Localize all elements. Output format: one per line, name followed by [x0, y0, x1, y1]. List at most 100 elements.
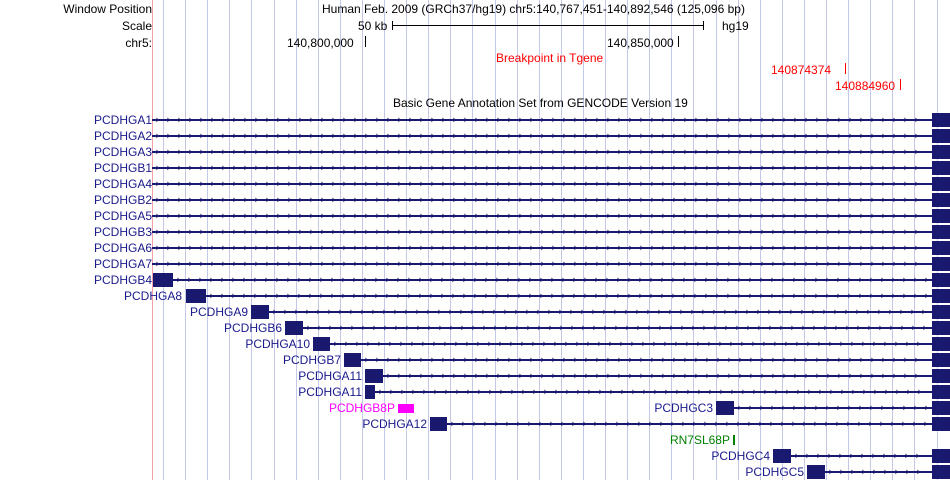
gene-terminal-exon[interactable] — [932, 465, 950, 479]
scale-bar-line — [392, 25, 704, 26]
gene-row[interactable] — [733, 433, 950, 448]
gene-row[interactable]: › › › › › › › › › › › › › › › › › › › › › › › › › › › › › › › › › › › › › › › ›… — [152, 193, 950, 208]
gene-intron-line — [152, 167, 932, 169]
gene-terminal-exon[interactable] — [932, 385, 950, 399]
gridline — [937, 0, 938, 480]
gene-terminal-exon[interactable] — [932, 113, 950, 127]
gene-label[interactable]: PCDHGB2 — [93, 193, 152, 207]
gene-row[interactable]: › › › › › › › › › › › › › › › › › › › › › › › › › › › › › › › › › › › › › › › ›… — [365, 385, 950, 400]
gene-first-exon[interactable] — [398, 404, 414, 413]
gene-label[interactable]: PCDHGB1 — [93, 161, 152, 175]
gene-first-exon[interactable] — [716, 401, 734, 415]
gridline — [738, 0, 739, 480]
gene-label[interactable]: PCDHGA6 — [93, 241, 152, 255]
gene-row[interactable]: › › › › › › › › › › › › › › › › › › › › › › › › › › › › › › › › › › › › › › › ›… — [153, 273, 950, 288]
gene-row[interactable]: › › › › › › › › › › › › › › › › › › › › › › › › › › › › › › › › › › › › › › › ›… — [365, 369, 950, 384]
gene-label[interactable]: PCDHGC3 — [654, 401, 713, 415]
gene-row[interactable]: › › › › › › › › › › › › — [773, 449, 950, 464]
gene-label[interactable]: PCDHGB3 — [93, 225, 152, 239]
gene-terminal-exon[interactable] — [932, 209, 950, 223]
gene-row[interactable]: › › › › › › › › › › › › › › › › › › › › › › › › › › › › › › › › › › › › › › › ›… — [344, 353, 950, 368]
gene-terminal-exon[interactable] — [932, 417, 950, 431]
gene-first-exon[interactable] — [285, 321, 303, 335]
gene-terminal-exon[interactable] — [932, 401, 950, 415]
gene-label[interactable]: PCDHGB7 — [282, 353, 341, 367]
gene-row[interactable] — [398, 401, 950, 416]
scale-bar — [392, 21, 704, 30]
gene-row[interactable]: › › › › › › › › › › › › › › › › › › › › › › › › › › › › › › › › › › › › › › › ›… — [152, 257, 950, 272]
gene-intron-line — [206, 295, 932, 297]
gene-strand-arrows: › › › › › › › › › › › › › › › › › › › › › › › › › › › › › › › › › › › › › › › ›… — [306, 321, 927, 334]
ncrna-tick[interactable] — [733, 435, 735, 445]
gene-first-exon[interactable] — [153, 273, 173, 287]
gene-row[interactable]: › › › › › › › › › › › › › › › › › › › › › › › › › › › › › › › › › › › › › › › ›… — [152, 129, 950, 144]
gene-strand-arrows: › › › › › › › › › › › › › › › › › › › › › › › › › › › › › › › › › › › › › › › ›… — [272, 305, 926, 318]
gene-terminal-exon[interactable] — [932, 225, 950, 239]
gene-first-exon[interactable] — [344, 353, 361, 367]
gene-first-exon[interactable] — [365, 385, 375, 399]
gene-first-exon[interactable] — [773, 449, 791, 463]
gene-label[interactable]: PCDHGA7 — [93, 257, 152, 271]
gene-row[interactable]: › › › › › › › › › — [807, 465, 950, 480]
gene-label[interactable]: PCDHGB8P — [328, 401, 395, 415]
gene-label[interactable]: PCDHGA5 — [93, 209, 152, 223]
gene-label[interactable]: RN7SL68P — [669, 433, 730, 447]
gene-label[interactable]: PCDHGA8 — [123, 289, 182, 303]
gene-first-exon[interactable] — [430, 417, 447, 431]
gene-row[interactable]: › › › › › › › › › › › › › › › › › › › › › › › › › › › › › › › › › › › › › › › ›… — [186, 289, 950, 304]
gene-terminal-exon[interactable] — [932, 273, 950, 287]
gene-label[interactable]: PCDHGC4 — [711, 449, 770, 463]
gene-row[interactable]: › › › › › › › › › › › › › › › › › › › › › › › › › › › › › › › › › › › › › › › ›… — [152, 177, 950, 192]
gene-label[interactable]: PCDHGA11 — [298, 385, 362, 399]
gene-terminal-exon[interactable] — [932, 449, 950, 463]
gene-label[interactable]: PCDHGA3 — [93, 145, 152, 159]
gene-row[interactable]: › › › › › › › › › › › › › › › › › › › › › › › › › › › › › › › › › › › › › › › ›… — [152, 161, 950, 176]
gene-first-exon[interactable] — [365, 369, 383, 383]
gridline — [472, 0, 473, 480]
gene-terminal-exon[interactable] — [932, 129, 950, 143]
gene-terminal-exon[interactable] — [932, 369, 950, 383]
gene-terminal-exon[interactable] — [932, 161, 950, 175]
gene-row[interactable]: › › › › › › › › › › › › › › › › › › › › › › › › › › › › › › › › › › › › › › › ›… — [152, 241, 950, 256]
gene-label[interactable]: PCDHGA4 — [93, 177, 152, 191]
gene-first-exon[interactable] — [251, 305, 269, 319]
gene-terminal-exon[interactable] — [932, 241, 950, 255]
gene-label[interactable]: PCDHGC5 — [745, 465, 804, 479]
gene-terminal-exon[interactable] — [932, 305, 950, 319]
gene-row[interactable]: › › › › › › › › › › › › › › › › › › › › › › › › › › › › › › › › › › › › › › › ›… — [251, 305, 950, 320]
gene-label[interactable]: PCDHGA1 — [93, 113, 152, 127]
gene-label[interactable]: PCDHGB6 — [223, 321, 282, 335]
gene-terminal-exon[interactable] — [932, 177, 950, 191]
gene-label[interactable]: PCDHGA10 — [245, 337, 310, 351]
breakpoint-annotation: Breakpoint in Tgene — [496, 51, 604, 65]
gene-row[interactable]: › › › › › › › › › › › › › › › › › › › › › › › › › › › › › › › › › › › › › › › ›… — [152, 145, 950, 160]
gene-intron-line — [825, 471, 932, 473]
gridline — [229, 0, 230, 480]
gene-terminal-exon[interactable] — [932, 337, 950, 351]
gene-row[interactable]: › › › › › › › › › › › › › › › › › › › › › › › › › › › › › › › › › › › › › › › ›… — [285, 321, 950, 336]
gene-row[interactable]: › › › › › › › › › › › › › › › › › › › › › › › › › › › › › › › › › › › › › › › ›… — [430, 417, 950, 432]
gridline — [804, 0, 805, 480]
gene-row[interactable]: › › › › › › › › › › › › › › › › › › › › › › › › › › › › › › › › › › › › › › › ›… — [152, 113, 950, 128]
gene-row[interactable]: › › › › › › › › › › › › › › › › › › — [716, 401, 950, 416]
gene-label[interactable]: PCDHGA9 — [189, 305, 248, 319]
gene-terminal-exon[interactable] — [932, 193, 950, 207]
gene-terminal-exon[interactable] — [932, 257, 950, 271]
gene-terminal-exon[interactable] — [932, 145, 950, 159]
gene-row[interactable]: › › › › › › › › › › › › › › › › › › › › › › › › › › › › › › › › › › › › › › › ›… — [152, 209, 950, 224]
gene-terminal-exon[interactable] — [932, 289, 950, 303]
gene-strand-arrows: › › › › › › › › › › › › › › › › › › › › › › › › › › › › › › › › › › › › › › › ›… — [155, 161, 919, 174]
gene-row[interactable]: › › › › › › › › › › › › › › › › › › › › › › › › › › › › › › › › › › › › › › › ›… — [152, 225, 950, 240]
gene-first-exon[interactable] — [186, 289, 206, 303]
gene-label[interactable]: PCDHGA2 — [93, 129, 152, 143]
gene-label[interactable]: PCDHGA11 — [298, 369, 362, 383]
gene-label[interactable]: PCDHGB4 — [93, 273, 152, 287]
gene-row[interactable]: › › › › › › › › › › › › › › › › › › › › › › › › › › › › › › › › › › › › › › › ›… — [313, 337, 950, 352]
gene-terminal-exon[interactable] — [932, 321, 950, 335]
gene-label[interactable]: PCDHGA12 — [362, 417, 427, 431]
gene-terminal-exon[interactable] — [932, 353, 950, 367]
gene-strand-arrows: › › › › › › › › › › › › › › › › › › › › › › › › › › › › › › › › › › › › › › › ›… — [155, 129, 919, 142]
gene-first-exon[interactable] — [807, 465, 825, 479]
gene-first-exon[interactable] — [313, 337, 330, 351]
